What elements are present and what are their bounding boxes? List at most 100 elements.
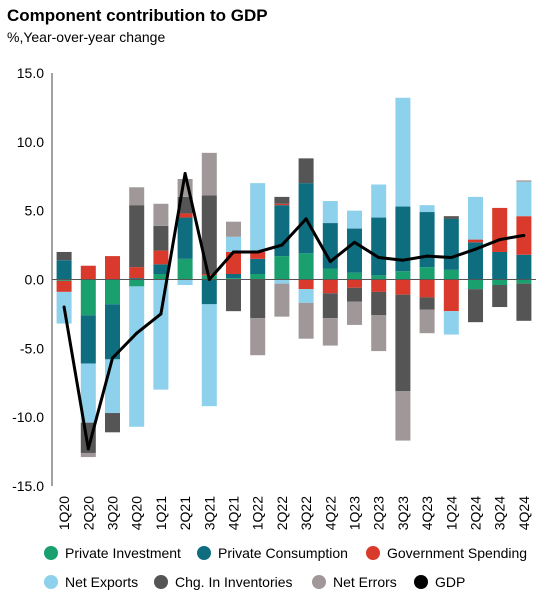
gdp-point-3q20: [111, 356, 114, 360]
bar-chg-in-inventories-2q22: [274, 196, 290, 204]
bar-private-investment-1q24: [443, 269, 459, 280]
bar-net-errors-3q21: [201, 152, 217, 196]
x-tick-label: 3Q20: [105, 496, 121, 530]
bar-net-exports-2q23: [371, 184, 387, 218]
bar-private-consumption-2q22: [274, 205, 290, 257]
bar-chg-in-inventories-1q20: [56, 251, 72, 261]
bar-private-consumption-1q23: [346, 228, 363, 273]
bar-chg-in-inventories-3q24: [492, 285, 508, 308]
bar-private-consumption-4q24: [516, 254, 532, 280]
bar-private-investment-2q24: [467, 279, 484, 290]
bar-net-errors-2q20: [80, 452, 96, 458]
chart-title: Component contribution to GDP: [7, 6, 268, 25]
gdp-point-2q20: [86, 447, 90, 451]
bar-private-consumption-2q23: [371, 217, 387, 276]
bar-net-exports-4q22: [322, 201, 338, 224]
bar-net-errors-1q21: [153, 203, 169, 226]
bar-government-spending-1q20: [56, 280, 72, 292]
bar-private-investment-2q22: [274, 256, 290, 280]
x-tick-label: 4Q22: [322, 496, 338, 530]
bar-government-spending-4q20: [129, 267, 145, 279]
bar-private-consumption-3q20: [104, 304, 121, 360]
bar-private-consumption-2q20: [80, 315, 96, 364]
bar-private-consumption-3q23: [395, 206, 411, 272]
bar-private-investment-2q21: [177, 258, 193, 280]
bar-net-exports-3q22: [298, 289, 314, 303]
bar-government-spending-2q20: [80, 265, 96, 280]
bar-private-consumption-3q21: [201, 279, 217, 305]
bar-net-errors-4q23: [419, 309, 435, 334]
bar-net-errors-4q22: [322, 318, 338, 346]
bar-private-consumption-3q24: [492, 251, 508, 280]
bar-private-investment-3q20: [104, 279, 121, 305]
y-tick-label: -10.0: [12, 409, 44, 425]
bar-government-spending-2q22: [274, 203, 290, 206]
bar-net-errors-2q22: [274, 283, 290, 317]
bar-chg-in-inventories-1q21: [153, 225, 169, 251]
gdp-line: [62, 172, 525, 451]
bar-net-exports-4q23: [419, 205, 435, 213]
gdp-point-2q21: [183, 171, 187, 175]
bar-private-investment-1q22: [250, 273, 266, 280]
bar-net-errors-4q21: [225, 221, 242, 237]
bar-government-spending-1q21: [153, 250, 169, 265]
x-tick-label: 2Q20: [80, 496, 96, 530]
bar-government-spending-3q23: [395, 279, 411, 295]
x-tick-label: 1Q24: [443, 496, 459, 530]
bar-private-consumption-4q23: [419, 212, 435, 268]
bar-net-exports-4q20: [129, 286, 145, 427]
bar-net-errors-1q22: [250, 318, 266, 356]
bar-private-investment-4q20: [129, 279, 145, 287]
gdp-point-4q21: [232, 250, 235, 254]
bar-government-spending-4q21: [225, 251, 242, 274]
gdp-point-1q20: [62, 305, 66, 309]
x-tick-label: 3Q22: [298, 496, 314, 530]
bar-net-errors-3q23: [395, 391, 411, 441]
y-tick-label: 15.0: [17, 65, 44, 81]
x-tick-label: 4Q20: [129, 496, 145, 530]
gdp-point-1q23: [353, 240, 356, 244]
bar-government-spending-4q23: [419, 279, 435, 298]
bar-net-exports-1q21: [153, 279, 169, 390]
bar-private-consumption-4q20: [129, 278, 145, 280]
bar-net-errors-4q20: [129, 187, 145, 206]
bar-chg-in-inventories-4q24: [516, 283, 532, 321]
bar-net-errors-2q23: [371, 315, 387, 352]
bar-chg-in-inventories-1q24: [443, 216, 459, 219]
bar-government-spending-2q21: [177, 213, 193, 218]
gdp-point-4q24: [522, 233, 526, 237]
bar-government-spending-2q23: [371, 279, 387, 292]
bar-chg-in-inventories-3q20: [104, 413, 121, 433]
bar-chg-in-inventories-3q23: [395, 294, 411, 392]
x-tick-label: 1Q20: [56, 496, 72, 530]
bar-private-consumption-1q21: [153, 264, 169, 274]
y-tick-label: 0.0: [25, 272, 45, 288]
bar-chg-in-inventories-2q23: [371, 291, 387, 316]
chart-subtitle: %,Year-over-year change: [7, 29, 166, 45]
bar-net-exports-1q23: [346, 210, 363, 229]
bar-net-exports-4q24: [516, 181, 532, 217]
y-tick-label: 5.0: [25, 203, 45, 219]
bar-net-exports-1q24: [443, 311, 459, 335]
bar-chg-in-inventories-1q23: [346, 287, 363, 302]
bar-net-exports-4q21: [225, 236, 242, 252]
bar-private-investment-4q21: [225, 278, 242, 280]
x-tick-label: 1Q21: [153, 496, 169, 530]
bar-net-exports-3q23: [395, 97, 411, 207]
bar-net-exports-2q21: [177, 279, 193, 286]
bar-private-investment-4q22: [322, 268, 338, 280]
gdp-point-4q20: [135, 331, 139, 335]
bar-government-spending-3q24: [492, 207, 508, 252]
bar-private-investment-3q24: [492, 279, 508, 286]
bar-chg-in-inventories-3q22: [298, 158, 314, 184]
x-tick-label: 4Q21: [226, 496, 242, 530]
bar-private-investment-1q21: [153, 273, 169, 280]
x-tick-label: 3Q23: [395, 496, 411, 530]
bar-net-errors-1q23: [346, 301, 363, 325]
bar-chg-in-inventories-2q24: [467, 289, 484, 323]
gdp-point-2q22: [280, 243, 284, 247]
gdp-point-1q21: [159, 312, 163, 316]
bar-net-errors-4q24: [516, 180, 532, 182]
bar-private-consumption-4q21: [225, 273, 242, 279]
